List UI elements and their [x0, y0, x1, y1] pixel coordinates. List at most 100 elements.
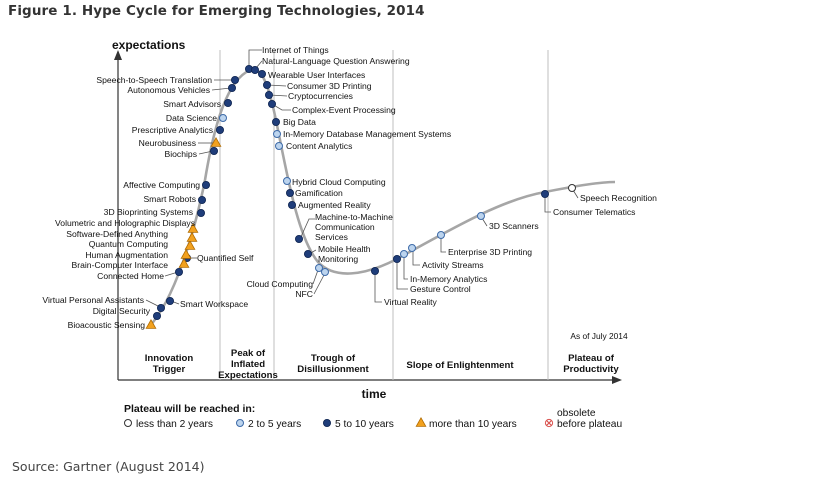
neurobusiness-label: Neurobusiness: [139, 138, 196, 148]
connected-home-marker: [174, 267, 183, 276]
affective-computing-label: Affective Computing: [123, 180, 200, 190]
x-axis-label: time: [362, 387, 387, 401]
brain-computer-interface-marker: [178, 257, 190, 268]
machine-to-machine-communication-services-leader: [299, 218, 315, 240]
prescriptive-analytics-label: Prescriptive Analytics: [132, 125, 213, 135]
augmented-reality-label: Augmented Reality: [298, 200, 371, 210]
virtual-reality-leader: [374, 273, 382, 303]
brain-computer-interface-label: Brain-Computer Interface: [72, 260, 169, 270]
autonomous-vehicles-label: Autonomous Vehicles: [127, 85, 210, 95]
in-memory-database-management-systems-marker: [273, 130, 281, 138]
activity-streams-label: Activity Streams: [422, 260, 484, 270]
legend-obs-marker-cross: [546, 420, 552, 426]
consumer-telematics-marker: [541, 189, 550, 198]
cryptocurrencies-marker: [264, 91, 273, 100]
smart-robots-label: Smart Robots: [143, 194, 196, 204]
phase-label: Innovation Trigger: [145, 353, 194, 375]
wearable-user-interfaces-label: Wearable User Interfaces: [268, 70, 365, 80]
quantified-self-label: Quantified Self: [197, 253, 254, 263]
mobile-health-monitoring-label: Mobile Health Monitoring: [318, 244, 371, 264]
autonomous-vehicles-leader: [211, 87, 232, 91]
3d-bioprinting-systems-marker: [196, 208, 205, 217]
complex-event-processing-marker: [267, 100, 276, 109]
figure-title: Figure 1. Hype Cycle for Emerging Techno…: [8, 3, 425, 19]
in-memory-database-management-systems-label: In-Memory Database Management Systems: [283, 129, 451, 139]
3d-scanners-label: 3D Scanners: [489, 221, 539, 231]
legend-obs-label: obsolete before plateau: [557, 408, 622, 430]
prescriptive-analytics-marker: [215, 126, 224, 135]
legend-title: Plateau will be reached in:: [124, 403, 255, 415]
as-of-label: As of July 2014: [570, 331, 628, 341]
software-defined-anything-label: Software-Defined Anything: [66, 229, 168, 239]
smart-workspace-label: Smart Workspace: [180, 299, 248, 309]
smart-robots-marker: [197, 195, 206, 204]
virtual-reality-label: Virtual Reality: [384, 297, 438, 307]
3d-scanners-marker: [477, 212, 485, 220]
gesture-control-label: Gesture Control: [410, 284, 471, 294]
biochips-marker: [209, 146, 218, 155]
virtual-reality-marker: [370, 266, 379, 275]
connected-home-label: Connected Home: [97, 271, 164, 281]
wearable-user-interfaces-marker: [257, 70, 266, 79]
quantum-computing-marker: [184, 239, 196, 250]
phase-label: Plateau of Productivity: [563, 353, 619, 375]
nfc-leader: [313, 274, 325, 295]
data-science-label: Data Science: [166, 113, 217, 123]
consumer-telematics-label: Consumer Telematics: [553, 207, 635, 217]
cryptocurrencies-label: Cryptocurrencies: [288, 91, 353, 101]
cloud-computing-marker: [315, 264, 323, 272]
cloud-computing-label: Cloud Computing: [247, 279, 314, 289]
in-memory-analytics-leader: [403, 256, 408, 280]
affective-computing-marker: [201, 180, 210, 189]
virtual-personal-assistants-label: Virtual Personal Assistants: [42, 295, 144, 305]
hybrid-cloud-computing-label: Hybrid Cloud Computing: [292, 177, 386, 187]
digital-security-label: Digital Security: [93, 306, 151, 316]
activity-streams-leader: [412, 250, 420, 266]
natural-language-question-answering-marker: [250, 66, 259, 75]
legend-2to5-marker: [236, 419, 244, 427]
smart-workspace-marker: [165, 296, 174, 305]
gesture-control-leader: [396, 261, 408, 290]
y-axis-arrow: [114, 50, 122, 60]
neurobusiness-marker: [210, 136, 222, 147]
internet-of-things-leader: [248, 49, 262, 69]
virtual-personal-assistants-marker: [156, 303, 165, 312]
software-defined-anything-marker: [186, 231, 198, 242]
in-memory-analytics-marker: [400, 250, 408, 258]
big-data-marker: [271, 118, 280, 127]
cloud-computing-leader: [312, 269, 319, 285]
3d-bioprinting-systems-label: 3D Bioprinting Systems: [104, 207, 193, 217]
gamification-label: Gamification: [295, 188, 343, 198]
speech-recognition-marker: [568, 184, 576, 192]
consumer-telematics-leader: [544, 196, 551, 213]
volumetric-and-holographic-displays-label: Volumetric and Holographic Displays: [55, 218, 195, 228]
mobile-health-monitoring-marker: [303, 249, 312, 258]
legend-5to10-marker: [322, 418, 331, 427]
consumer-3d-printing-label: Consumer 3D Printing: [287, 81, 372, 91]
legend-lt2-label: less than 2 years: [136, 419, 213, 430]
smart-advisors-label: Smart Advisors: [163, 99, 221, 109]
machine-to-machine-communication-services-label: Machine-to-Machine Communication Services: [315, 212, 393, 242]
autonomous-vehicles-marker: [227, 84, 236, 93]
enterprise-3d-printing-label: Enterprise 3D Printing: [448, 247, 532, 257]
y-axis-label: expectations: [112, 38, 186, 52]
phase-label: Trough of Disillusionment: [297, 353, 369, 375]
machine-to-machine-communication-services-marker: [294, 234, 303, 243]
natural-language-question-answering-label: Natural-Language Question Answering: [262, 56, 410, 66]
digital-security-marker: [152, 311, 161, 320]
speech-to-speech-translation-marker: [230, 76, 239, 85]
activity-streams-marker: [408, 244, 416, 252]
bioacoustic-sensing-label: Bioacoustic Sensing: [68, 320, 146, 330]
nfc-label: NFC: [295, 289, 313, 299]
x-axis-arrow: [612, 376, 622, 384]
gesture-control-marker: [392, 254, 401, 263]
legend-gt10-label: more than 10 years: [429, 419, 517, 430]
augmented-reality-marker: [287, 200, 296, 209]
phase-label: Peak of Inflated Expectations: [218, 348, 278, 381]
phase-label: Slope of Enlightenment: [406, 360, 514, 371]
human-augmentation-marker: [180, 248, 192, 259]
speech-recognition-label: Speech Recognition: [580, 193, 657, 203]
enterprise-3d-printing-leader: [440, 237, 446, 253]
smart-advisors-marker: [223, 99, 232, 108]
